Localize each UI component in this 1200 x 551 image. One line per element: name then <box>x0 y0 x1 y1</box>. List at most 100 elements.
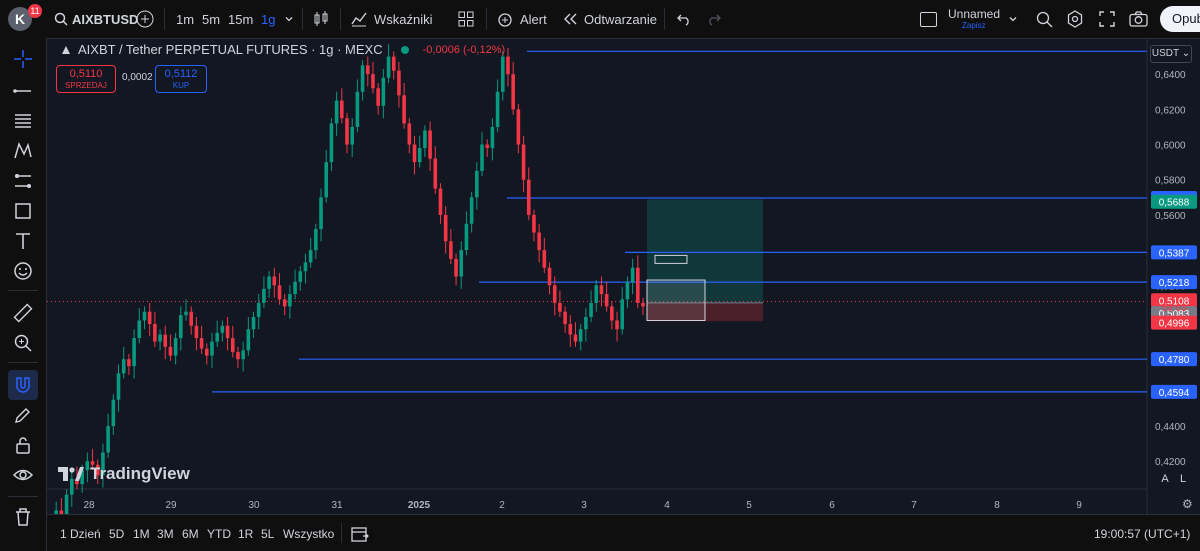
candle-body <box>111 399 116 427</box>
candle-body <box>267 276 271 289</box>
currency-selector[interactable]: USDT ⌄ <box>1150 45 1192 63</box>
candle-body <box>594 285 599 303</box>
alert-button[interactable]: Alert <box>496 0 547 38</box>
avatar[interactable]: K 11 <box>8 0 42 38</box>
chart-settings-icon[interactable]: ⚙ <box>1182 497 1193 511</box>
fullscreen-button[interactable] <box>1099 0 1115 38</box>
candle-body <box>272 276 277 286</box>
candle-body <box>230 338 235 353</box>
candle-body <box>417 148 422 163</box>
candle-body <box>521 144 526 180</box>
chart-area[interactable]: 0,64000,62000,60000,58000,56000,54000,52… <box>47 39 1200 551</box>
range-all[interactable]: Wszystko <box>283 526 335 541</box>
interval-1m[interactable]: 1m <box>176 11 195 27</box>
forecast-icon <box>15 174 31 188</box>
layout-name: Unnamed <box>948 7 1001 21</box>
interval-dropdown[interactable] <box>284 0 294 38</box>
text-tool[interactable] <box>8 226 38 256</box>
indicators-label: Wskaźniki <box>374 11 433 27</box>
settings-button[interactable] <box>1066 0 1084 38</box>
candle-body <box>184 311 188 316</box>
candle-body <box>246 329 251 351</box>
chart-type-button[interactable] <box>312 0 330 38</box>
range-5y[interactable]: 5L <box>261 526 275 541</box>
candle-body <box>485 144 490 149</box>
range-ytd[interactable]: YTD <box>207 526 231 541</box>
zoom-tool[interactable] <box>8 328 38 358</box>
fullscreen-icon <box>1099 11 1115 27</box>
layout-dropdown[interactable] <box>1008 0 1018 38</box>
replay-button[interactable]: Odtwarzanie <box>562 0 657 38</box>
search-icon <box>54 12 68 26</box>
fib-tool[interactable] <box>8 106 38 136</box>
candle-body <box>288 294 292 307</box>
layout-toggle[interactable] <box>920 0 937 38</box>
range-1y[interactable]: 1R <box>238 526 254 541</box>
layout-save: Zapisz <box>962 21 986 30</box>
ruler-tool[interactable] <box>8 298 38 328</box>
candle-body <box>355 91 360 127</box>
candle-body <box>303 262 308 272</box>
range-1d[interactable]: 1 Dzień <box>60 526 101 541</box>
candle-body <box>168 346 173 356</box>
redo-button[interactable] <box>706 0 722 38</box>
range-6m[interactable]: 6M <box>182 526 199 541</box>
quick-search-button[interactable] <box>1036 0 1053 38</box>
interval-5m[interactable]: 5m <box>202 11 221 27</box>
auto-scale-button[interactable]: A <box>1161 473 1169 485</box>
undo-button[interactable] <box>676 0 692 38</box>
sell-button[interactable]: 0,5110 SPRZEDAJ <box>56 65 116 93</box>
level-price-label-bg <box>1151 245 1197 260</box>
magnet-tool[interactable] <box>8 370 38 400</box>
x-tick-label: 28 <box>83 500 95 511</box>
crosshair-tool[interactable] <box>8 44 38 74</box>
range-1m[interactable]: 1M <box>133 526 150 541</box>
interval-1g[interactable]: 1g <box>261 11 276 27</box>
delete-tool[interactable] <box>8 502 38 532</box>
draw-mode-tool[interactable] <box>8 400 38 430</box>
alert-label: Alert <box>520 11 547 27</box>
publish-button[interactable]: Opubl <box>1160 0 1200 38</box>
shape-tool[interactable] <box>8 196 38 226</box>
candle-body <box>563 311 567 324</box>
candle-body <box>64 494 69 514</box>
buy-button[interactable]: 0,5112 KUP <box>155 65 207 93</box>
pattern-tool[interactable] <box>8 136 38 166</box>
add-symbol-button[interactable] <box>136 0 154 38</box>
candle-body <box>454 258 458 277</box>
log-scale-button[interactable]: L <box>1179 473 1187 485</box>
symbol-search[interactable]: AIXBTUSD <box>54 0 138 38</box>
lock-tool[interactable] <box>8 430 38 460</box>
candle-body <box>329 123 334 163</box>
text-icon <box>16 233 30 249</box>
drawn-box[interactable] <box>646 279 706 321</box>
forecast-tool[interactable] <box>8 166 38 196</box>
goto-date-button[interactable] <box>351 515 369 551</box>
layout-name-button[interactable]: Unnamed Zapisz <box>948 0 1000 38</box>
range-3m[interactable]: 3M <box>157 526 174 541</box>
chevron-down-icon: ⌄ <box>1178 48 1191 59</box>
pattern-icon <box>14 141 32 159</box>
legend-title: AIXBT / Tether PERPETUAL FUTURES · 1g · … <box>78 42 383 57</box>
price-chart[interactable]: 0,64000,62000,60000,58000,56000,54000,52… <box>47 39 1200 514</box>
emoji-tool[interactable] <box>8 256 38 286</box>
indicators-button[interactable]: Wskaźniki <box>350 0 433 38</box>
candle-body <box>220 325 225 333</box>
trendline-tool[interactable] <box>8 76 38 106</box>
symbol-logo-icon <box>62 45 70 54</box>
range-5d[interactable]: 5D <box>109 526 125 541</box>
clock: 19:00:57 (UTC+1) <box>1094 526 1191 541</box>
drawn-box[interactable] <box>654 254 688 264</box>
gear-icon <box>1067 10 1083 28</box>
candle-body <box>324 162 329 198</box>
templates-button[interactable] <box>458 0 474 38</box>
candle-body <box>106 426 110 453</box>
interval-15m[interactable]: 15m <box>228 11 254 27</box>
visibility-tool[interactable] <box>8 460 38 490</box>
axis-price-label-bg <box>1151 293 1197 308</box>
alarm-clock-icon <box>498 13 512 27</box>
level-price-label-bg <box>1151 352 1197 367</box>
snapshot-button[interactable] <box>1129 0 1148 38</box>
candle-body <box>298 271 303 282</box>
buy-label: KUP <box>172 81 190 90</box>
